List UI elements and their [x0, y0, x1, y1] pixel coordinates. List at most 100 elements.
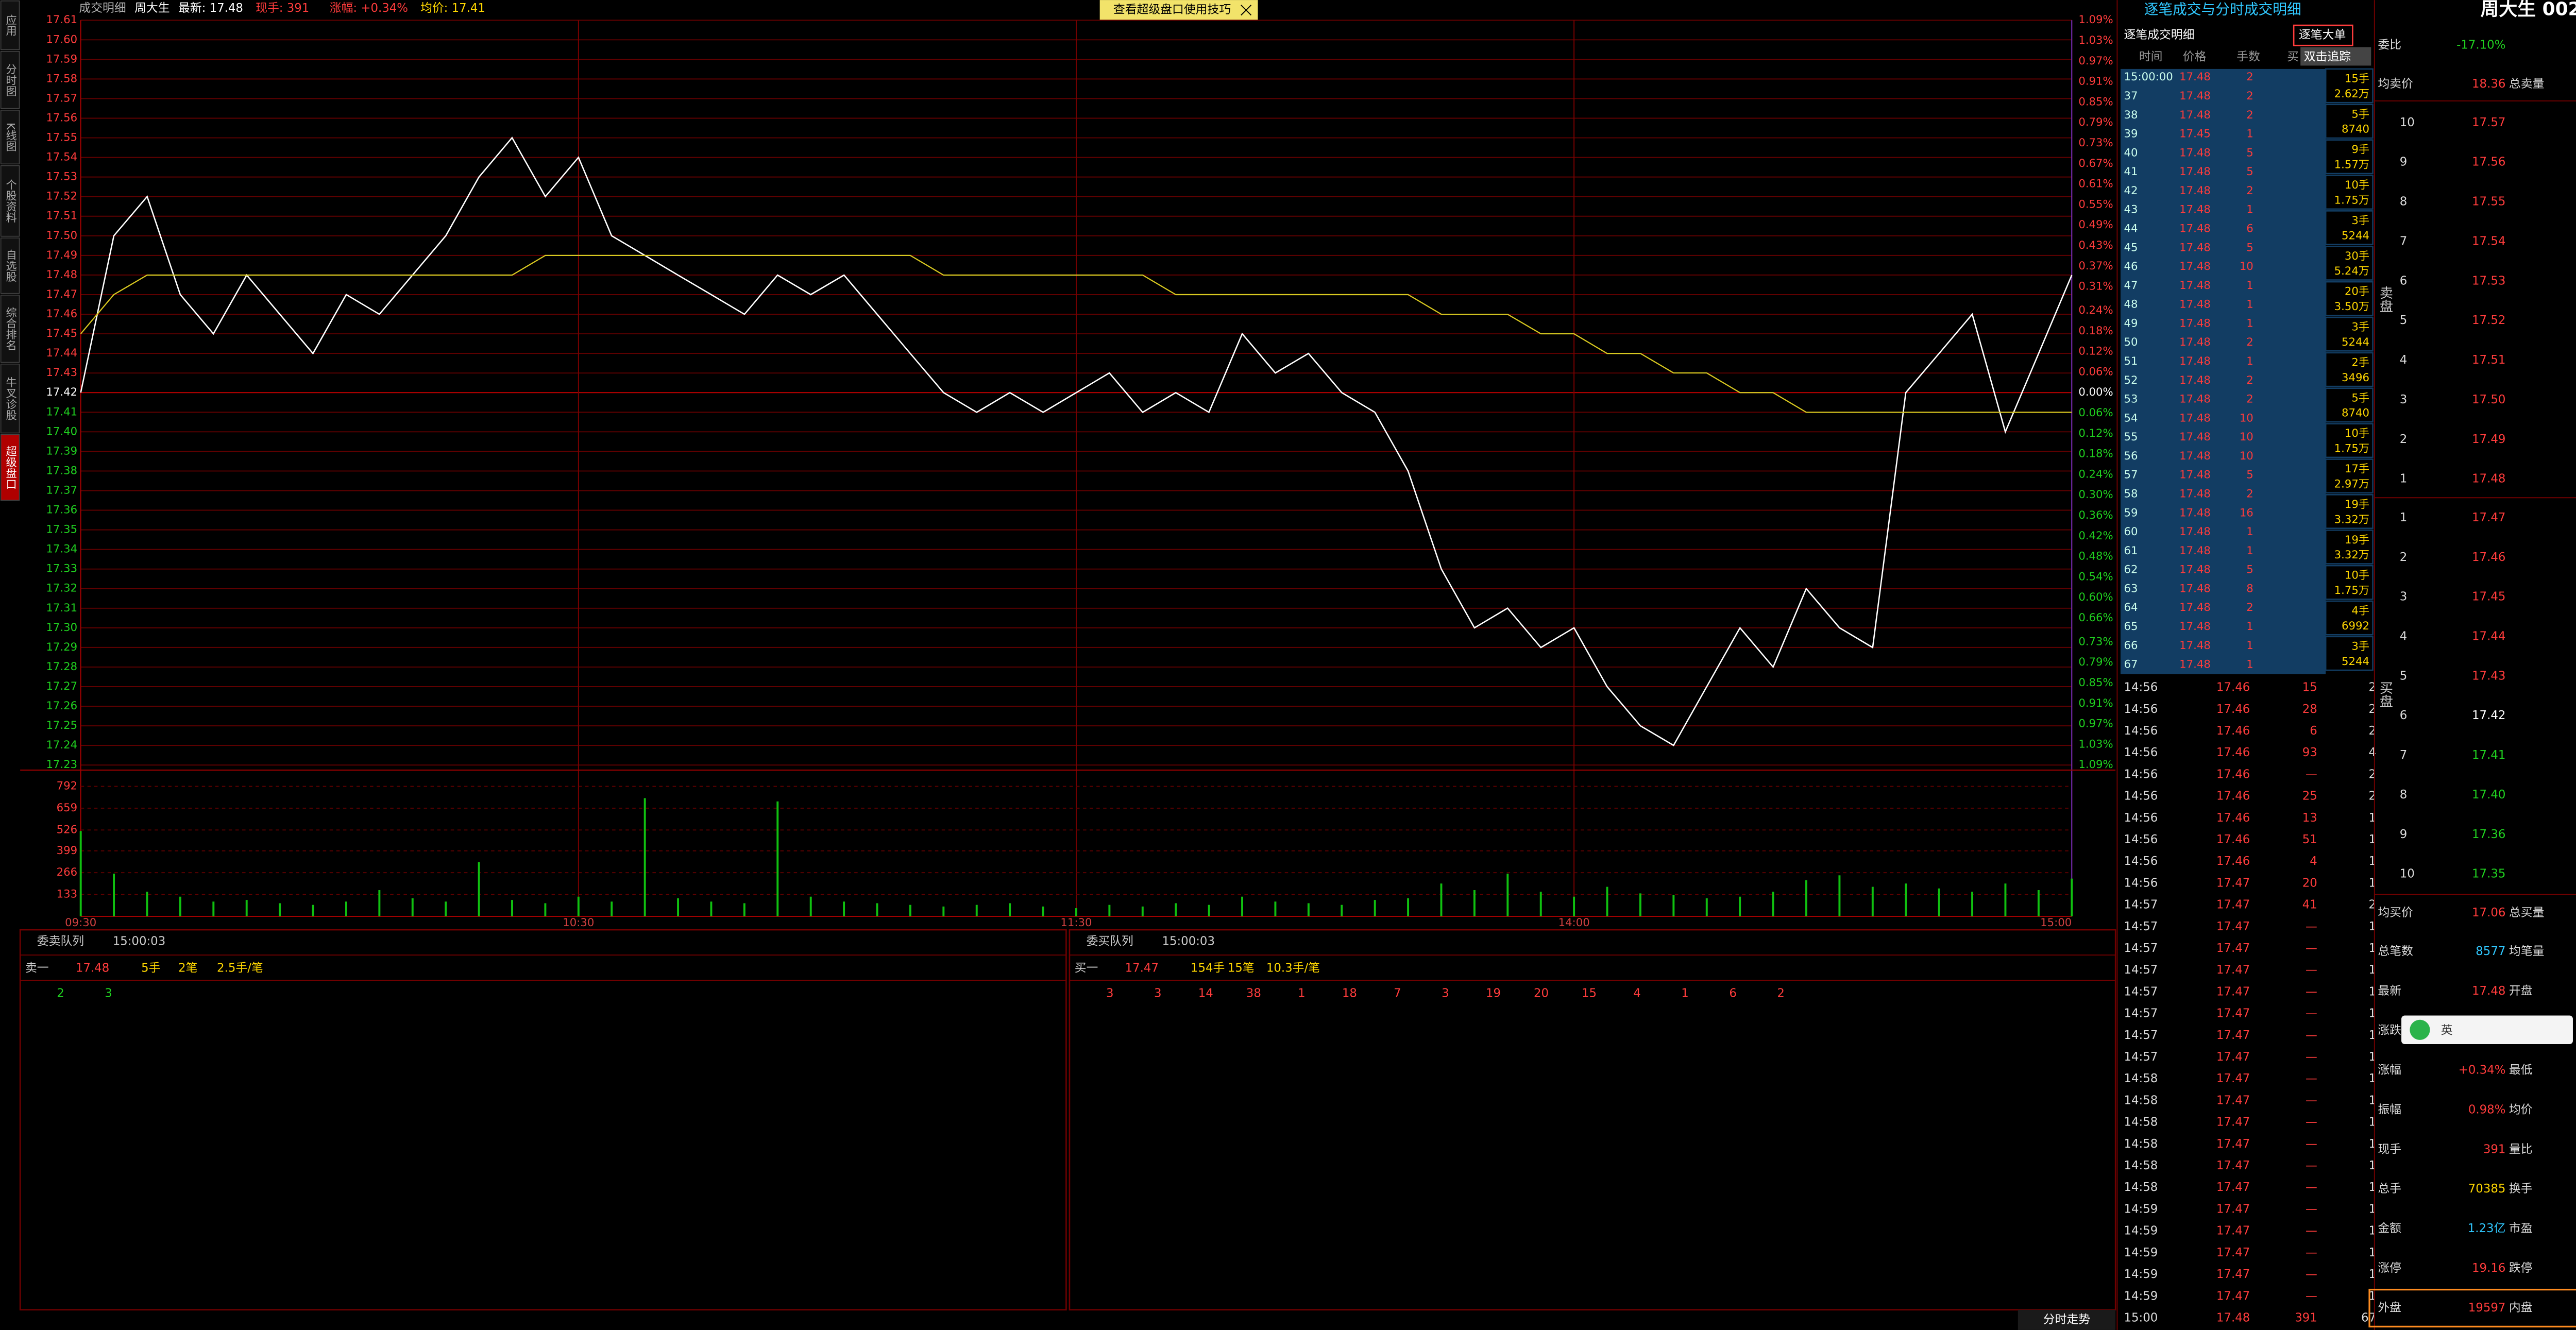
level-price: 17.45 [2472, 590, 2505, 604]
level-index: 10 [2400, 867, 2415, 881]
trade-time: 14:56 [2124, 855, 2158, 868]
side-buy: 买盘 [2377, 681, 2393, 708]
detail-volume: 1 [2246, 544, 2253, 557]
detail-price: 17.48 [2179, 355, 2211, 368]
detail-time: 15:00:00 [2124, 71, 2173, 83]
trade-time: 14:59 [2124, 1224, 2158, 1238]
volume-bar [942, 906, 945, 916]
side-tab[interactable] [0, 50, 20, 109]
trade-price: 17.47 [2216, 920, 2250, 933]
side-tab[interactable] [0, 295, 20, 363]
header-title: 成交明细 [79, 2, 126, 15]
trade-price: 17.47 [2216, 1072, 2250, 1085]
book-label: 涨幅 [2378, 1064, 2401, 1077]
detail-price: 17.48 [2179, 298, 2211, 311]
ratio-label: 委比 [2378, 39, 2401, 52]
y2-tick-label: 0.91% [2078, 697, 2113, 710]
big-order-lots: 10手 [2345, 179, 2369, 192]
y-tick-label: 17.44 [46, 347, 77, 360]
y-tick-label: 17.43 [46, 366, 77, 379]
y-tick-label: 17.28 [46, 660, 77, 673]
y2-tick-label: 0.49% [2078, 218, 2113, 231]
volume-bar [1573, 896, 1575, 916]
big-order-amount: 8740 [2342, 123, 2369, 136]
detail-price: 17.48 [2179, 146, 2211, 159]
level-price: 17.47 [2472, 511, 2505, 524]
side-tab[interactable] [0, 434, 20, 501]
trade-time: 14:57 [2124, 985, 2158, 998]
book-label: 涨跌 [2378, 1024, 2401, 1037]
trade-count: 1 [2369, 811, 2377, 825]
track-box[interactable] [2300, 47, 2371, 66]
trade-time: 14:56 [2124, 811, 2158, 825]
y2-tick-label: 0.18% [2078, 448, 2113, 461]
big-order-amount: 3.32万 [2334, 513, 2369, 526]
detail-volume: 1 [2246, 298, 2253, 311]
y2-tick-label: 1.09% [2078, 758, 2113, 771]
trade-time: 14:56 [2124, 724, 2158, 738]
queue-label: 卖一 [25, 962, 49, 975]
book-label: 均笔量 [2509, 945, 2544, 958]
detail-volume: 16 [2240, 506, 2253, 519]
volume-bar [478, 862, 480, 916]
level-index: 2 [2400, 433, 2408, 446]
y-tick-label: 17.53 [46, 170, 77, 183]
level-index: 6 [2400, 709, 2408, 722]
detail-time: 43 [2124, 203, 2138, 216]
queue-item: 14 [1198, 987, 1213, 1000]
ratio-value: -17.10% [2456, 39, 2505, 52]
volume-bar [577, 896, 580, 916]
side-tab[interactable] [0, 165, 20, 237]
tip-close [1241, 5, 1252, 16]
side-tab[interactable] [0, 0, 20, 50]
tip-box [1099, 0, 1258, 21]
level-index: 9 [2400, 828, 2408, 841]
volume-bar [1407, 898, 1410, 916]
trade-count: 1 [2369, 1072, 2377, 1085]
trade-volume: — [2306, 1094, 2317, 1107]
queue-item: 19 [1486, 987, 1501, 1000]
big-order-box [2325, 529, 2374, 565]
trade-price: 17.47 [2216, 876, 2250, 890]
detail-time: 55 [2124, 431, 2138, 444]
detail-volume: 10 [2240, 260, 2253, 273]
trade-price: 17.46 [2216, 703, 2250, 716]
side-tab[interactable] [0, 237, 20, 294]
trades-tag-box[interactable] [2293, 24, 2353, 46]
trade-time: 14:59 [2124, 1268, 2158, 1281]
y2-tick-label: 0.12% [2078, 345, 2113, 358]
queue-time: 15:00:03 [1162, 934, 1215, 948]
big-order-lots: 3手 [2351, 640, 2369, 653]
side-tab[interactable] [0, 110, 20, 165]
detail-price: 17.48 [2179, 223, 2211, 235]
book-label: 换手 [2509, 1182, 2533, 1196]
queue-item: 3 [1154, 987, 1162, 1000]
queue-title: 委买队列 [1087, 934, 1133, 948]
header-current: 现手: 391 [256, 2, 309, 15]
book-label: 均买价 [2378, 906, 2413, 919]
detail-price: 17.48 [2179, 71, 2211, 83]
y-tick-label: 17.23 [46, 758, 77, 771]
detail-time: 38 [2124, 109, 2138, 122]
level-index: 3 [2400, 590, 2408, 604]
level-price: 17.51 [2472, 353, 2505, 367]
book-label: 开盘 [2509, 984, 2533, 998]
volume-bar [1905, 883, 1907, 916]
queue-item: 2 [57, 987, 64, 1000]
trade-count: 1 [2369, 833, 2377, 846]
trade-volume: 13 [2302, 811, 2317, 825]
volume-tick-label: 266 [57, 866, 77, 879]
header-avg: 均价: 17.41 [420, 2, 485, 15]
trade-count: 1 [2369, 855, 2377, 868]
trade-price: 17.46 [2216, 768, 2250, 781]
volume-bar [643, 798, 646, 916]
y2-tick-label: 0.97% [2078, 718, 2113, 730]
big-order-amount: 5244 [2342, 655, 2369, 668]
y-tick-label: 17.51 [46, 210, 77, 223]
bottom-tab-box[interactable] [2018, 1309, 2116, 1330]
side-tab[interactable] [0, 363, 20, 434]
trade-price: 17.46 [2216, 724, 2250, 738]
y-tick-label: 17.27 [46, 680, 77, 693]
trade-count: 2 [2369, 703, 2377, 716]
trades-subtitle: 逐笔成交明细 [2124, 28, 2194, 42]
